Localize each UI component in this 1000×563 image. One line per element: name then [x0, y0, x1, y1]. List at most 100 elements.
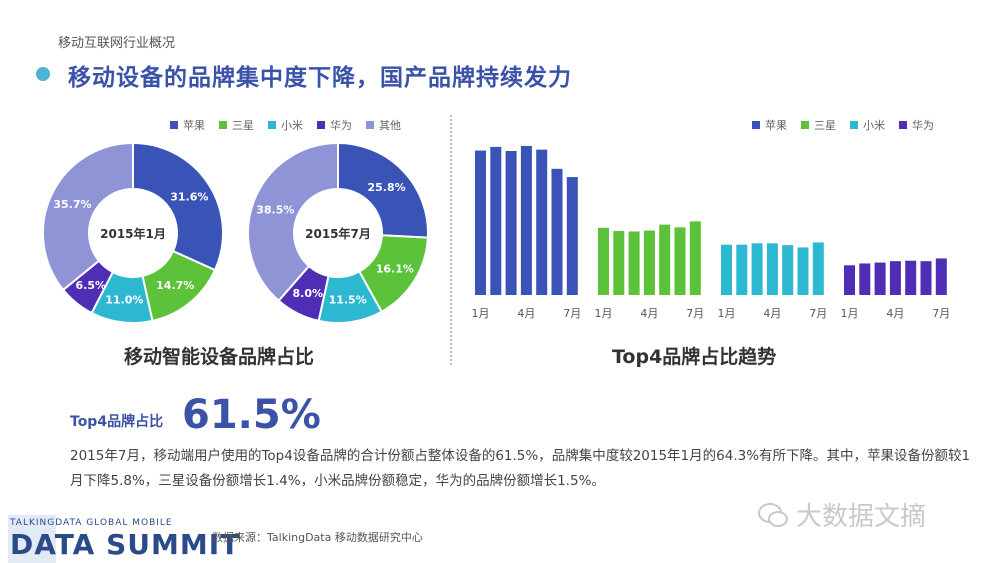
legend-swatch — [899, 121, 907, 129]
legend-item: 小米 — [850, 117, 885, 133]
trend-bar — [766, 243, 778, 295]
trend-bar — [551, 168, 563, 295]
slice-label: 8.0% — [292, 287, 323, 300]
legend-item: 苹果 — [170, 117, 205, 133]
legend-label: 苹果 — [183, 119, 205, 132]
legend-label: 华为 — [330, 119, 352, 132]
x-tick-label: 7月 — [563, 307, 581, 320]
trend-bar — [505, 151, 517, 295]
x-tick-label: 1月 — [718, 307, 736, 320]
legend-item: 华为 — [899, 117, 934, 133]
trend-bar-chart: 1月 4月 7月 1月 4月 7月 1月 4月 7月 1月 4月 7月 — [472, 145, 950, 320]
slice-label: 6.5% — [76, 279, 107, 292]
trend-bar — [874, 262, 886, 295]
section-label: 移动互联网行业概况 — [58, 36, 176, 51]
x-tick-label: 1月 — [472, 307, 490, 320]
legend-label: 三星 — [232, 119, 254, 132]
x-tick-label: 4月 — [517, 307, 535, 320]
slice-label: 35.7% — [53, 198, 91, 211]
legend-item: 华为 — [317, 117, 352, 133]
pie-subtitle: 移动智能设备品牌占比 — [124, 346, 315, 368]
x-tick-label: 7月 — [809, 307, 827, 320]
legend-label: 其他 — [379, 119, 401, 132]
trend-bar — [520, 145, 532, 295]
legend-item: 其他 — [366, 117, 401, 133]
x-tick-label: 4月 — [640, 307, 658, 320]
slice-label: 25.8% — [368, 181, 406, 194]
x-tick-label: 7月 — [932, 307, 950, 320]
bar-subtitle: Top4品牌占比趋势 — [612, 346, 777, 368]
legend-swatch — [850, 121, 858, 129]
legend-label: 小米 — [281, 119, 303, 132]
trend-bar — [812, 242, 824, 295]
kpi-value: 61.5% — [182, 392, 321, 438]
trend-bar — [751, 243, 763, 295]
donut-slice — [132, 141, 224, 272]
legend-item: 苹果 — [752, 117, 787, 133]
trend-bar — [490, 146, 502, 295]
trend-bar — [889, 261, 901, 295]
x-tick-label: 4月 — [763, 307, 781, 320]
trend-bar — [598, 227, 609, 295]
title-bullet — [36, 67, 50, 81]
trend-bar — [797, 247, 809, 295]
legend-swatch — [317, 121, 325, 129]
trend-bar — [536, 149, 548, 295]
trend-bar — [659, 224, 671, 295]
pie-legend: 苹果 三星 小米 华为 其他 — [170, 117, 401, 133]
legend-label: 小米 — [863, 119, 885, 132]
slice-label: 11.0% — [105, 293, 143, 306]
legend-swatch — [219, 121, 227, 129]
trend-bar — [736, 244, 748, 295]
donut-slice — [337, 141, 429, 239]
trend-bar — [475, 150, 486, 295]
trend-bar — [782, 245, 794, 295]
legend-swatch — [366, 121, 374, 129]
donut-charts: 31.6% 14.7% 11.0%6.5% 35.7% 2015年1月 25.8% 16.1… — [42, 141, 429, 324]
trend-bar — [689, 221, 701, 295]
trend-bar — [628, 231, 640, 295]
trend-bar — [859, 263, 871, 295]
summit-logo-mark — [8, 515, 56, 563]
legend-item: 小米 — [268, 117, 303, 133]
trend-bar — [905, 260, 917, 295]
legend-swatch — [268, 121, 276, 129]
legend-label: 三星 — [814, 119, 836, 132]
trend-bar — [844, 265, 855, 295]
slice-label: 16.1% — [376, 262, 414, 275]
data-source: 数据来源：TalkingData 移动数据研究中心 — [212, 531, 423, 544]
trend-bar — [643, 230, 655, 295]
description-text: 2015年7月，移动端用户使用的Top4设备品牌的合计份额占整体设备的61.5%… — [70, 448, 971, 489]
legend-swatch — [752, 121, 760, 129]
trend-bar — [674, 227, 686, 295]
bar-legend: 苹果 三星 小米 华为 — [752, 117, 934, 133]
slice-label: 31.6% — [170, 191, 208, 204]
slice-label: 38.5% — [256, 203, 294, 216]
slice-label: 14.7% — [156, 279, 194, 292]
x-tick-label: 1月 — [841, 307, 859, 320]
kpi-label: Top4品牌占比 — [70, 414, 164, 430]
donut-center-label: 2015年7月 — [305, 226, 371, 241]
legend-swatch — [170, 121, 178, 129]
panel-divider — [450, 115, 452, 365]
legend-label: 苹果 — [765, 119, 787, 132]
page-title: 移动设备的品牌集中度下降，国产品牌持续发力 — [68, 65, 572, 91]
donut-center-label: 2015年1月 — [100, 226, 166, 241]
brand-small-text: TALKINGDATA GLOBAL MOBILE — [10, 518, 173, 528]
slice-label: 11.5% — [329, 293, 367, 306]
trend-bar — [721, 244, 732, 295]
legend-item: 三星 — [801, 117, 836, 133]
brand-logo-text: DATA SUMMIT — [10, 528, 241, 561]
wechat-icon — [758, 502, 788, 527]
x-tick-label: 7月 — [686, 307, 704, 320]
watermark: 大数据文摘 — [758, 496, 926, 533]
watermark-text: 大数据文摘 — [796, 502, 927, 532]
trend-bar — [920, 261, 932, 295]
trend-bar — [935, 258, 947, 295]
donut-slice — [42, 141, 134, 292]
trend-bar — [613, 231, 625, 295]
legend-label: 华为 — [912, 119, 934, 132]
legend-swatch — [801, 121, 809, 129]
trend-bar — [566, 177, 578, 295]
legend-item: 三星 — [219, 117, 254, 133]
